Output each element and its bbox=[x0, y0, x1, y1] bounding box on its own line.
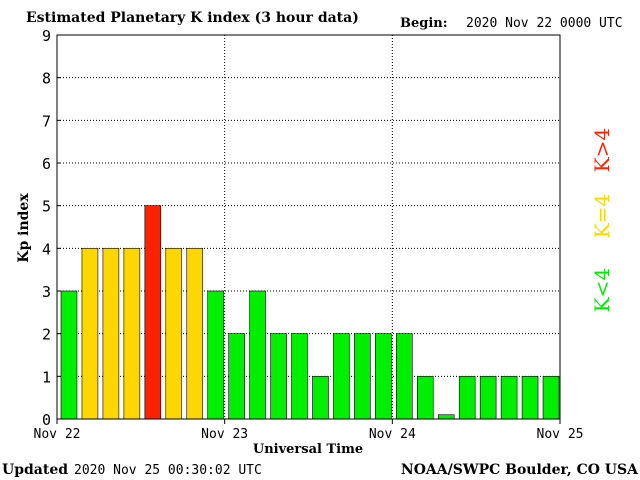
y-tick-label: 0 bbox=[42, 411, 51, 429]
bar bbox=[521, 376, 539, 420]
bar bbox=[333, 333, 350, 420]
updated-label: Updated bbox=[2, 462, 68, 478]
bar bbox=[60, 290, 78, 420]
y-tick-label: 7 bbox=[42, 112, 51, 130]
x-axis-ticks: Nov 22 Nov 23 Nov 24 Nov 25 bbox=[34, 419, 584, 442]
y-tick-label: 8 bbox=[42, 70, 51, 88]
x-tick-label: Nov 25 bbox=[537, 427, 584, 442]
bar bbox=[542, 376, 560, 420]
bar bbox=[500, 376, 518, 420]
y-axis-ticks: 0 1 2 3 4 5 6 7 8 9 bbox=[42, 27, 61, 429]
y-tick-label: 9 bbox=[42, 27, 51, 45]
chart-title: Estimated Planetary K index (3 hour data… bbox=[26, 10, 359, 26]
y-tick-label: 6 bbox=[42, 155, 51, 173]
bar bbox=[270, 333, 287, 420]
y-tick-label: 2 bbox=[42, 326, 51, 344]
bar bbox=[312, 376, 329, 420]
bar bbox=[479, 376, 497, 420]
bar bbox=[416, 376, 434, 420]
x-tick-label: Nov 23 bbox=[201, 427, 248, 442]
source-credit: NOAA/SWPC Boulder, CO USA bbox=[401, 462, 639, 478]
bar bbox=[291, 333, 308, 420]
y-tick-label: 1 bbox=[42, 368, 51, 386]
x-axis-label: Universal Time bbox=[253, 442, 363, 457]
y-tick-label: 5 bbox=[42, 198, 51, 216]
y-tick-label: 4 bbox=[42, 240, 51, 258]
bar bbox=[144, 205, 162, 420]
bar bbox=[458, 376, 476, 420]
updated-value: 2020 Nov 25 00:30:02 UTC bbox=[74, 463, 262, 478]
y-axis-label: Kp index bbox=[16, 193, 32, 263]
bar bbox=[81, 248, 99, 420]
bar bbox=[249, 290, 266, 420]
legend-high: K>4 bbox=[590, 128, 614, 172]
bar bbox=[207, 290, 224, 420]
x-tick-label: Nov 22 bbox=[34, 427, 81, 442]
bar bbox=[437, 414, 455, 420]
bar bbox=[186, 248, 204, 420]
y-tick-label: 3 bbox=[42, 283, 51, 301]
bar bbox=[396, 333, 413, 420]
bars bbox=[60, 205, 560, 420]
bar bbox=[165, 248, 183, 420]
plot-frame bbox=[56, 34, 561, 420]
bar bbox=[354, 333, 371, 420]
bar bbox=[123, 248, 141, 420]
bar bbox=[375, 333, 392, 420]
bar bbox=[228, 333, 245, 420]
x-tick-label: Nov 24 bbox=[369, 427, 416, 442]
legend-low: K<4 bbox=[590, 268, 614, 312]
bar bbox=[102, 248, 120, 420]
grid-lines bbox=[57, 34, 560, 419]
begin-value: 2020 Nov 22 0000 UTC bbox=[466, 16, 623, 31]
legend-equal: K=4 bbox=[590, 194, 614, 238]
begin-label: Begin: bbox=[400, 16, 448, 31]
